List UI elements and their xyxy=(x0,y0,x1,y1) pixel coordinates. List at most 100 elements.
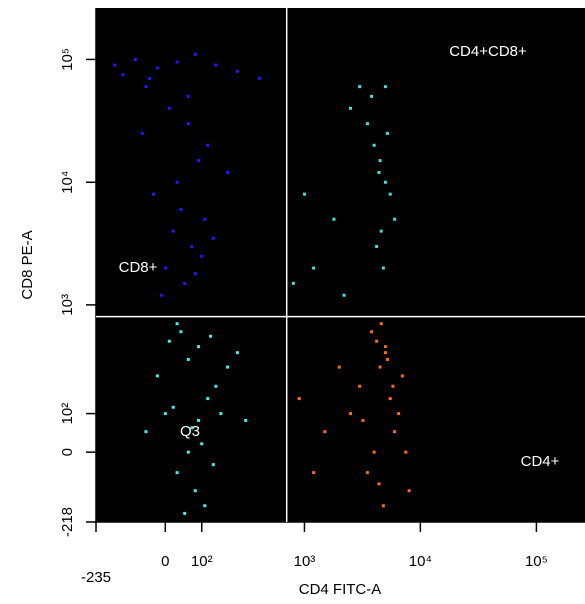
data-point xyxy=(155,66,159,70)
data-point xyxy=(385,131,389,135)
data-point xyxy=(385,357,389,361)
data-point xyxy=(393,217,397,221)
y-tick-label: 0 xyxy=(59,448,76,456)
data-point xyxy=(388,397,392,401)
data-point xyxy=(337,365,341,369)
quadrant-label: Q3 xyxy=(180,423,200,440)
data-point xyxy=(383,180,387,184)
data-point xyxy=(312,471,316,475)
data-point xyxy=(197,418,201,422)
data-point xyxy=(197,159,201,163)
data-point xyxy=(186,450,190,454)
data-point xyxy=(404,450,408,454)
data-point xyxy=(235,69,239,73)
data-point xyxy=(365,122,369,126)
data-point xyxy=(226,171,230,175)
data-point xyxy=(358,384,362,388)
data-point xyxy=(378,159,382,163)
x-tick-label: 10³ xyxy=(294,553,316,570)
x-tick-label: 10⁵ xyxy=(525,553,548,570)
y-tick-label: 10² xyxy=(59,403,76,425)
data-point xyxy=(171,405,175,409)
data-point xyxy=(211,236,215,240)
x-tick-label: 0 xyxy=(161,553,169,570)
x-tick-label: -235 xyxy=(81,569,111,586)
data-point xyxy=(179,330,183,334)
data-point xyxy=(209,334,213,338)
data-point xyxy=(175,322,179,326)
data-point xyxy=(167,339,171,343)
data-point xyxy=(361,418,365,422)
y-axis-title: CD8 PE-A xyxy=(19,230,36,299)
data-point xyxy=(377,171,381,175)
data-point xyxy=(379,229,383,233)
data-point xyxy=(378,365,382,369)
data-point xyxy=(297,397,301,401)
data-point xyxy=(183,511,187,515)
data-point xyxy=(332,217,336,221)
data-point xyxy=(179,207,183,211)
data-point xyxy=(197,345,201,349)
data-point xyxy=(370,94,374,98)
data-point xyxy=(323,430,327,434)
x-tick-label: 10⁴ xyxy=(409,553,432,570)
plot-area xyxy=(96,8,585,522)
data-point xyxy=(193,489,197,493)
data-point xyxy=(186,357,190,361)
data-point xyxy=(370,330,374,334)
x-axis-title: CD4 FITC-A xyxy=(299,581,382,598)
data-point xyxy=(155,374,159,378)
data-point xyxy=(383,345,387,349)
data-point xyxy=(400,374,404,378)
y-tick-label: 10³ xyxy=(59,294,76,316)
data-point xyxy=(381,504,385,508)
data-point xyxy=(226,365,230,369)
data-point xyxy=(211,463,215,467)
data-point xyxy=(203,504,207,508)
data-point xyxy=(358,85,362,89)
data-point xyxy=(200,442,204,446)
data-point xyxy=(383,351,387,355)
data-point xyxy=(183,281,187,285)
data-point xyxy=(159,293,163,297)
data-point xyxy=(206,397,210,401)
data-point xyxy=(372,143,376,147)
data-point xyxy=(235,351,239,355)
quadrant-label: CD4+CD8+ xyxy=(449,43,527,60)
data-point xyxy=(388,192,392,196)
data-point xyxy=(175,60,179,64)
data-point xyxy=(140,131,144,135)
data-point xyxy=(121,73,125,77)
y-tick-label: -218 xyxy=(59,507,76,537)
data-point xyxy=(219,412,223,416)
data-point xyxy=(257,76,261,80)
data-point xyxy=(375,339,379,343)
data-point xyxy=(407,489,411,493)
y-tick-label: 10⁴ xyxy=(59,171,76,194)
data-point xyxy=(342,293,346,297)
data-point xyxy=(113,63,117,67)
data-point xyxy=(163,412,167,416)
data-point xyxy=(214,63,218,67)
data-point xyxy=(175,180,179,184)
data-point xyxy=(375,244,379,248)
data-point xyxy=(193,272,197,276)
data-point xyxy=(302,192,306,196)
data-point xyxy=(200,254,204,258)
data-point xyxy=(214,384,218,388)
data-point xyxy=(144,430,148,434)
data-point xyxy=(171,229,175,233)
data-point xyxy=(365,471,369,475)
data-point xyxy=(163,266,167,270)
data-point xyxy=(133,57,137,61)
data-point xyxy=(244,418,248,422)
data-point xyxy=(190,244,194,248)
data-point xyxy=(393,430,397,434)
data-point xyxy=(379,322,383,326)
quadrant-label: CD8+ xyxy=(119,259,158,276)
data-point xyxy=(383,85,387,89)
data-point xyxy=(203,217,207,221)
data-point xyxy=(391,384,395,388)
data-point xyxy=(348,412,352,416)
